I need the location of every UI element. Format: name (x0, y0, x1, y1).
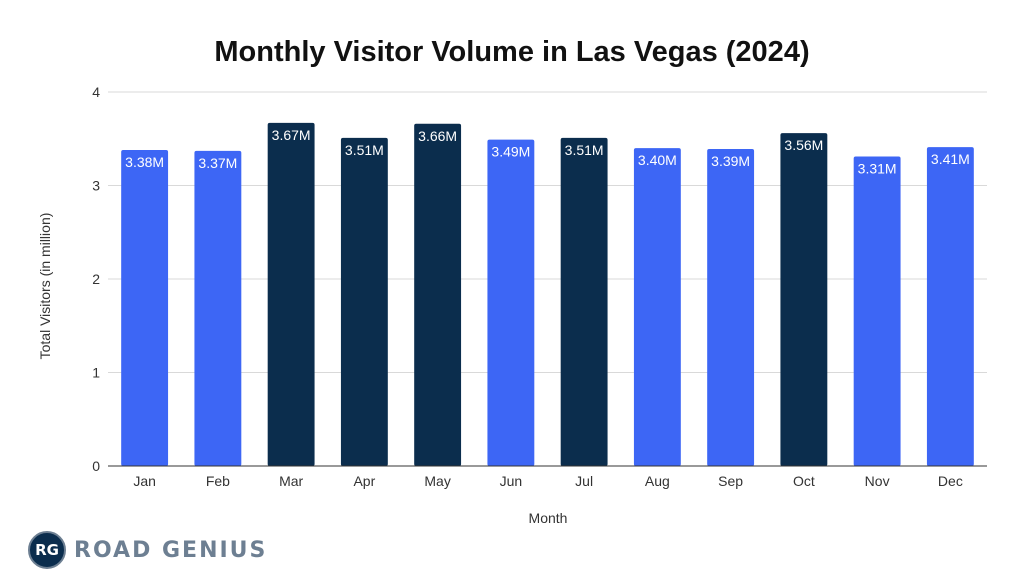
bar (194, 150, 242, 466)
brand-name: ROAD GENIUS (74, 537, 268, 563)
bar-value-label: 3.66M (418, 128, 457, 144)
gridlines (108, 91, 987, 373)
x-tick-label: Apr (353, 473, 375, 489)
road-genius-logo-icon: RG (28, 531, 66, 569)
bar-value-label: 3.49M (491, 144, 530, 160)
bar-value-label: 3.67M (272, 127, 311, 143)
bar (414, 123, 462, 466)
bar-value-label: 3.38M (125, 154, 164, 170)
x-tick-label: Dec (938, 473, 963, 489)
bar (633, 148, 681, 466)
y-tick-label: 1 (92, 365, 100, 381)
x-tick-label: Sep (718, 473, 743, 489)
y-axis-ticks: 0 1 2 3 4 (92, 84, 100, 474)
bar (267, 122, 315, 466)
bar (707, 149, 755, 466)
y-tick-label: 0 (92, 458, 100, 474)
x-axis-ticks: Jan Feb Mar Apr May Jun Jul Aug Sep Oct Nov Dec (133, 473, 962, 489)
bar-value-label: 3.31M (858, 161, 897, 177)
bar-value-label: 3.39M (711, 153, 750, 169)
bar-value-label: 3.56M (784, 137, 823, 153)
x-tick-label: Mar (279, 473, 303, 489)
y-tick-label: 4 (92, 84, 100, 100)
bar (780, 133, 828, 466)
x-tick-label: Nov (865, 473, 890, 489)
bar (560, 137, 608, 466)
brand-logo-block: RG ROAD GENIUS (28, 530, 267, 570)
x-tick-label: Oct (793, 473, 815, 489)
x-tick-label: Feb (206, 473, 230, 489)
bar (121, 149, 169, 466)
bar (487, 139, 535, 466)
x-axis-label: Month (529, 510, 568, 526)
x-tick-label: Jun (500, 473, 523, 489)
bar-value-label: 3.37M (198, 155, 237, 171)
bars: 3.38M 3.37M 3.67M 3.51M 3.66M 3.49M 3.51M 3.40M… (121, 122, 974, 467)
bar (340, 137, 388, 466)
bar (853, 156, 901, 466)
bar-value-label: 3.41M (931, 151, 970, 167)
y-tick-label: 2 (92, 271, 100, 287)
y-tick-label: 3 (92, 178, 100, 194)
x-tick-label: Aug (645, 473, 670, 489)
x-tick-label: May (424, 473, 450, 489)
x-tick-label: Jul (575, 473, 593, 489)
bar-value-label: 3.51M (565, 142, 604, 158)
bar (926, 147, 974, 467)
bar-value-label: 3.51M (345, 142, 384, 158)
x-tick-label: Jan (133, 473, 156, 489)
y-axis-label: Total Visitors (in million) (37, 213, 53, 360)
bar-value-label: 3.40M (638, 152, 677, 168)
chart-title: Monthly Visitor Volume in Las Vegas (202… (214, 36, 809, 68)
